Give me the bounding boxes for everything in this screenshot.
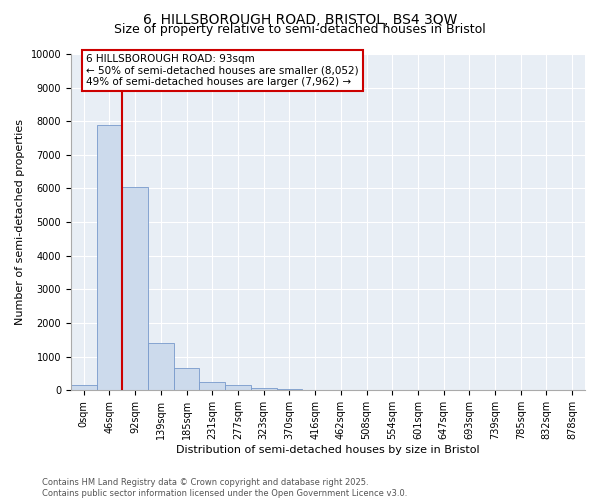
Text: Contains HM Land Registry data © Crown copyright and database right 2025.
Contai: Contains HM Land Registry data © Crown c…: [42, 478, 407, 498]
Bar: [199, 382, 225, 390]
Bar: [97, 124, 122, 390]
X-axis label: Distribution of semi-detached houses by size in Bristol: Distribution of semi-detached houses by …: [176, 445, 480, 455]
Text: 6, HILLSBOROUGH ROAD, BRISTOL, BS4 3QW: 6, HILLSBOROUGH ROAD, BRISTOL, BS4 3QW: [143, 12, 457, 26]
Bar: [174, 368, 199, 390]
Bar: [225, 385, 251, 390]
Bar: [71, 385, 97, 390]
Bar: [148, 343, 174, 390]
Text: Size of property relative to semi-detached houses in Bristol: Size of property relative to semi-detach…: [114, 22, 486, 36]
Bar: [122, 187, 148, 390]
Y-axis label: Number of semi-detached properties: Number of semi-detached properties: [15, 119, 25, 325]
Bar: [251, 388, 277, 390]
Text: 6 HILLSBOROUGH ROAD: 93sqm
← 50% of semi-detached houses are smaller (8,052)
49%: 6 HILLSBOROUGH ROAD: 93sqm ← 50% of semi…: [86, 54, 358, 87]
